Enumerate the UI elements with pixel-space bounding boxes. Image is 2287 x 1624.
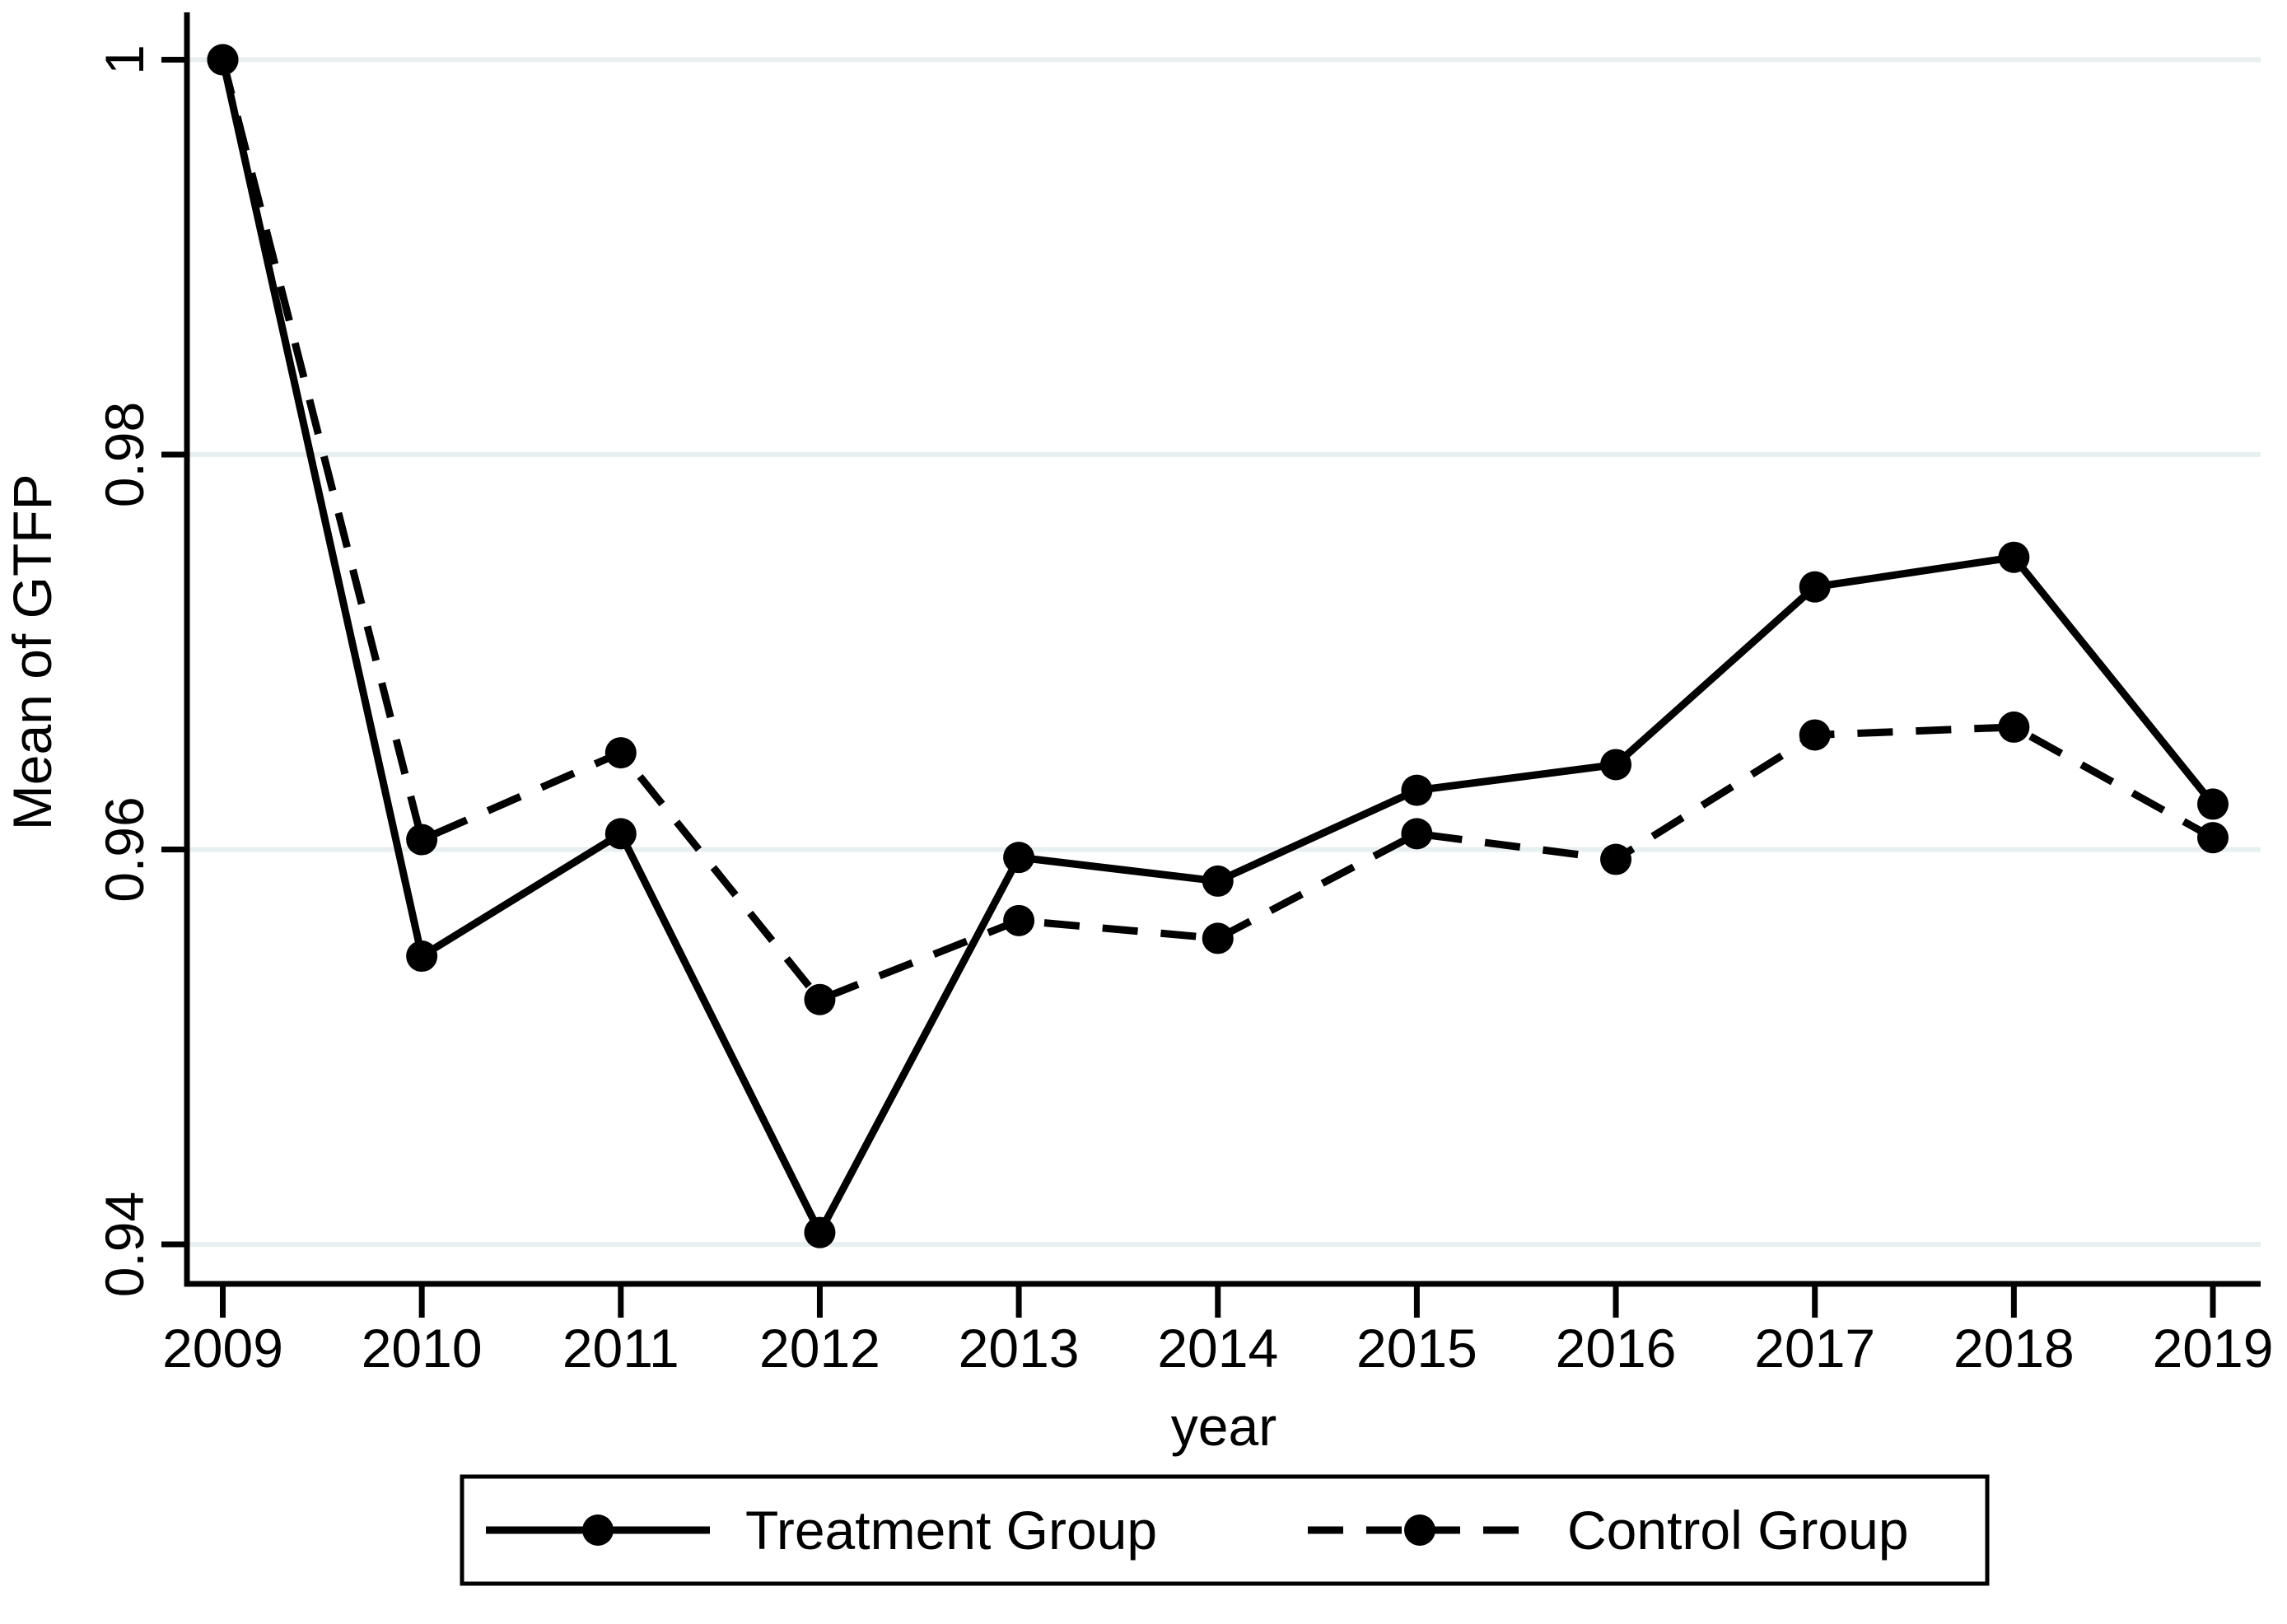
series-line-treatment-group bbox=[219, 58, 2216, 1241]
x-tick-label: 2011 bbox=[562, 1318, 679, 1379]
legend-label-treatment-group: Treatment Group bbox=[745, 1500, 1157, 1561]
series-marker-control-group bbox=[1799, 719, 1831, 751]
series-marker-control-group bbox=[1600, 843, 1632, 875]
series-marker-treatment-group bbox=[406, 940, 438, 973]
series-marker-control-group bbox=[1998, 711, 2030, 743]
x-tick-label: 2016 bbox=[1556, 1318, 1677, 1379]
legend-marker-treatment-group bbox=[582, 1514, 614, 1546]
series-marker-control-group bbox=[1202, 922, 1234, 954]
series-marker-treatment-group bbox=[1202, 865, 1234, 897]
series-marker-control-group bbox=[804, 983, 836, 1015]
series-marker-treatment-group bbox=[2197, 788, 2229, 820]
y-tick-label: 1 bbox=[94, 44, 155, 75]
y-axis-title: Mean of GTFP bbox=[2, 474, 63, 830]
x-tick-label: 2009 bbox=[162, 1318, 283, 1379]
series-marker-treatment-group bbox=[1600, 749, 1632, 781]
series-marker-control-group bbox=[207, 44, 239, 76]
x-tick-label: 2013 bbox=[959, 1318, 1080, 1379]
x-tick-label: 2017 bbox=[1754, 1318, 1875, 1379]
x-tick-label: 2019 bbox=[2153, 1318, 2274, 1379]
series-marker-control-group bbox=[604, 737, 637, 769]
series-marker-control-group bbox=[1401, 818, 1433, 850]
y-tick-label: 0.98 bbox=[94, 402, 155, 507]
series-marker-treatment-group bbox=[1799, 571, 1831, 603]
x-tick-label: 2018 bbox=[1953, 1318, 2075, 1379]
x-tick-label: 2012 bbox=[759, 1318, 880, 1379]
x-tick-label: 2015 bbox=[1356, 1318, 1477, 1379]
legend-box bbox=[460, 1474, 1990, 1586]
series-marker-treatment-group bbox=[804, 1216, 836, 1248]
series-marker-control-group bbox=[406, 824, 438, 856]
series-marker-treatment-group bbox=[604, 818, 637, 850]
x-axis-title: year bbox=[1171, 1396, 1277, 1457]
x-tick-label: 2014 bbox=[1157, 1318, 1278, 1379]
series-marker-treatment-group bbox=[1998, 541, 2030, 573]
series-marker-treatment-group bbox=[1003, 842, 1035, 874]
y-tick-label: 0.96 bbox=[94, 796, 155, 902]
legend-label-control-group: Control Group bbox=[1567, 1500, 1909, 1561]
x-tick-label: 2010 bbox=[362, 1318, 483, 1379]
y-tick-label: 0.94 bbox=[94, 1192, 155, 1297]
series-line-control-group bbox=[219, 58, 2215, 1005]
series-marker-treatment-group bbox=[1401, 774, 1433, 806]
series-marker-control-group bbox=[2197, 822, 2229, 854]
series-marker-control-group bbox=[1003, 904, 1035, 936]
legend-marker-control-group bbox=[1404, 1514, 1435, 1546]
